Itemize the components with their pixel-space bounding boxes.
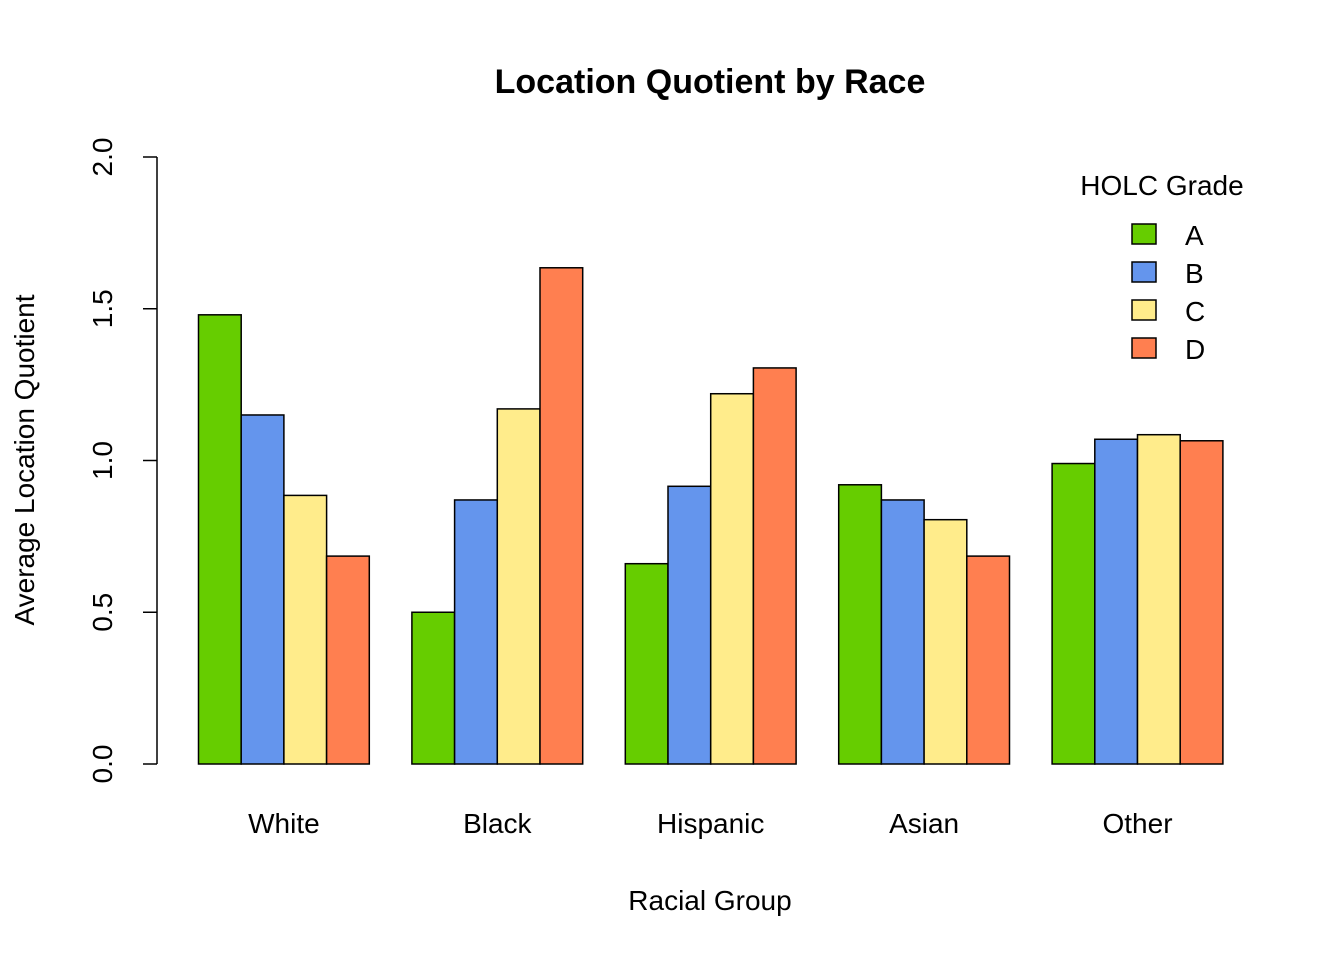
x-tick-label: White [248,808,320,839]
bar-black-c [496,408,541,765]
legend-title: HOLC Grade [1080,170,1243,201]
bar-asian-a [837,484,883,765]
x-tick-label: Asian [889,808,959,839]
bar-other-d [1179,440,1224,765]
legend-label-c: C [1185,296,1205,327]
bar-asian-d [966,555,1011,765]
legend-swatch-c [1131,299,1157,321]
y-axis-label: Average Location Quotient [9,294,40,625]
y-tick-label: 1.0 [87,441,118,480]
bar-hispanic-c [709,392,755,765]
bar-hispanic-d [752,367,797,765]
bar-asian-b [880,499,925,765]
y-tick-label: 0.5 [87,593,118,632]
bar-other-b [1094,438,1139,765]
y-tick-label: 2.0 [87,138,118,177]
bar-black-a [411,611,456,765]
legend-swatch-d [1131,337,1157,359]
chart-title: Location Quotient by Race [495,63,926,101]
legend-swatch-a [1131,223,1157,245]
x-axis-label: Racial Group [628,885,791,916]
bar-other-a [1051,462,1096,765]
x-tick-label: Hispanic [657,808,764,839]
bar-black-b [453,499,499,765]
bars-group [197,267,1224,765]
bar-white-a [197,314,242,765]
legend-label-d: D [1185,334,1205,365]
legend-label-a: A [1185,220,1204,251]
y-tick-label: 0.0 [87,745,118,784]
legend-swatch-b [1131,261,1157,283]
legend-label-b: B [1185,258,1204,289]
x-tick-label: Other [1102,808,1172,839]
bar-other-c [1136,433,1181,765]
bar-asian-c [923,518,968,765]
bar-white-c [283,494,328,765]
x-tick-label: Black [463,808,532,839]
bar-hispanic-b [667,485,712,765]
y-tick-label: 1.5 [87,289,118,328]
x-tick-labels: White Black Hispanic Asian Other [248,808,1172,839]
y-axis: 0.0 0.5 1.0 1.5 2.0 [87,138,158,784]
bar-hispanic-a [624,562,669,765]
bar-white-d [325,555,371,765]
bar-black-d [539,267,584,765]
bar-white-b [240,414,285,765]
